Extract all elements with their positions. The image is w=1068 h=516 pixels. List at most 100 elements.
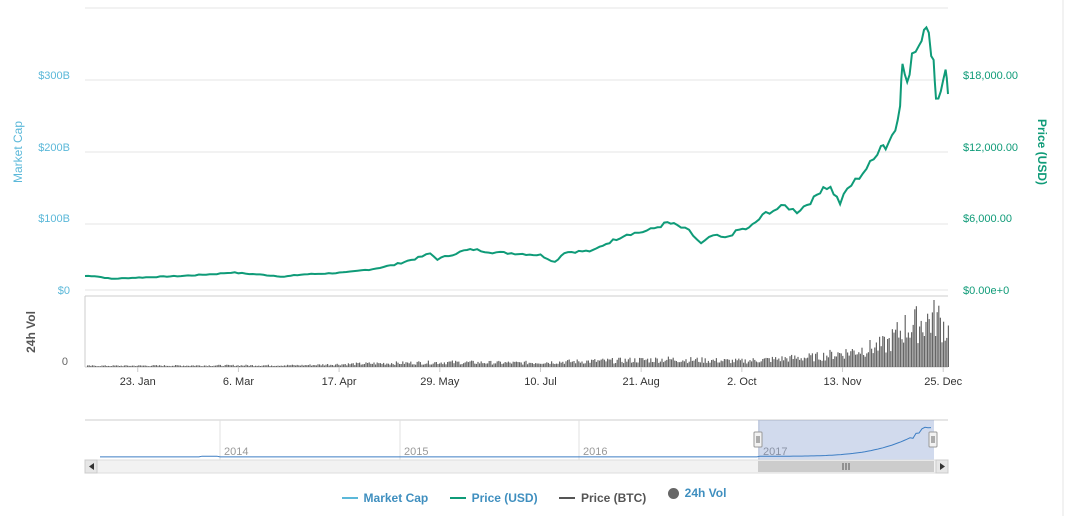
volume-bar [576, 359, 578, 367]
navigator-left-handle[interactable] [753, 431, 763, 448]
legend-item-price-btc[interactable]: Price (BTC) [558, 491, 646, 505]
volume-bar [368, 362, 370, 367]
volume-bar [263, 365, 265, 367]
volume-bar [205, 365, 207, 367]
volume-bar [407, 362, 409, 367]
volume-bar [915, 306, 917, 367]
volume-bar [728, 359, 730, 367]
volume-bar [943, 321, 945, 367]
volume-bar [515, 361, 517, 367]
volume-bar [920, 320, 922, 367]
volume-bar [731, 359, 733, 367]
volume-bar [239, 366, 241, 367]
volume-bar [874, 347, 876, 367]
volume-bar [391, 363, 393, 367]
navigator-right-handle[interactable] [928, 431, 938, 448]
legend-item-price-usd[interactable]: Price (USD) [449, 491, 538, 505]
volume-bar [330, 364, 332, 367]
volume-bar [909, 337, 911, 367]
volume-bar [195, 365, 197, 367]
volume-bar [304, 365, 306, 367]
volume-bar [394, 364, 396, 367]
volume-bar [187, 365, 189, 367]
volume-bar [395, 361, 397, 367]
volume-bar [931, 312, 933, 367]
volume-bar [651, 362, 653, 367]
volume-bar [376, 362, 378, 367]
volume-bar [419, 362, 421, 367]
volume-bar [507, 361, 509, 367]
volume-bar [720, 360, 722, 367]
volume-bar [311, 365, 313, 367]
volume-bar [712, 359, 714, 367]
volume-bar [679, 362, 681, 367]
volume-bar [229, 365, 231, 367]
volume-bar [296, 364, 298, 367]
volume-bar [98, 366, 100, 367]
volume-bar [485, 363, 487, 367]
volume-bar [922, 332, 924, 367]
navigator[interactable]: 2014 2015 2016 2017 [84, 419, 949, 474]
volume-bar [235, 365, 237, 367]
volume-bar [760, 361, 762, 367]
volume-bar [416, 361, 418, 367]
volume-bar [763, 358, 765, 367]
volume-bar [367, 363, 369, 367]
volume-bar [221, 365, 223, 367]
volume-bar [544, 363, 546, 367]
volume-bar [659, 361, 661, 367]
line-symbol-icon [341, 496, 358, 499]
volume-bar [818, 359, 820, 367]
volume-bar [663, 362, 665, 367]
volume-bar [842, 355, 844, 367]
volume-bar [543, 363, 545, 367]
volume-bar [811, 353, 813, 367]
volume-bar [147, 366, 149, 367]
volume-bar [283, 365, 285, 367]
volume-bar [696, 357, 698, 367]
volume-bar [824, 360, 826, 367]
volume-bar [237, 365, 239, 367]
volume-bar [272, 366, 274, 367]
volume-bar [87, 365, 89, 367]
volume-bar [301, 364, 303, 367]
volume-bar [680, 361, 682, 367]
volume-bar [739, 360, 741, 367]
volume-bar [178, 365, 180, 367]
volume-bar [749, 360, 751, 367]
volume-bar [711, 360, 713, 367]
volume-bar [130, 365, 132, 367]
volume-bar [459, 364, 461, 367]
volume-bar [536, 363, 538, 367]
volume-bar [719, 362, 721, 367]
volume-bar [578, 361, 580, 367]
volume-bar [96, 366, 98, 367]
navigator-year-label: 2014 [224, 446, 248, 458]
volume-bar [803, 357, 805, 367]
legend-item-market-cap[interactable]: Market Cap [341, 491, 428, 505]
volume-bar [336, 363, 338, 367]
volume-bar [603, 359, 605, 367]
volume-bar [786, 358, 788, 367]
volume-bar [871, 348, 873, 367]
volume-bar [807, 357, 809, 367]
volume-bar [661, 358, 663, 367]
x-tick-label: 10. Jul [524, 376, 556, 388]
volume-bar [299, 365, 301, 367]
volume-bar [727, 359, 729, 367]
volume-bar [733, 362, 735, 367]
volume-bar [528, 362, 530, 367]
volume-bar [787, 361, 789, 367]
volume-bar [413, 364, 415, 367]
volume-bar [359, 362, 361, 367]
volume-bar [927, 313, 929, 367]
legend: Market Cap Price (USD) Price (BTC) 24h V… [0, 486, 1068, 505]
volume-bar [800, 358, 802, 367]
legend-item-24h-vol[interactable]: 24h Vol [667, 486, 726, 500]
volume-bar [242, 365, 244, 367]
volume-bar [319, 364, 321, 367]
volume-bar [805, 358, 807, 367]
volume-bar [259, 366, 261, 367]
volume-bar [672, 357, 674, 367]
